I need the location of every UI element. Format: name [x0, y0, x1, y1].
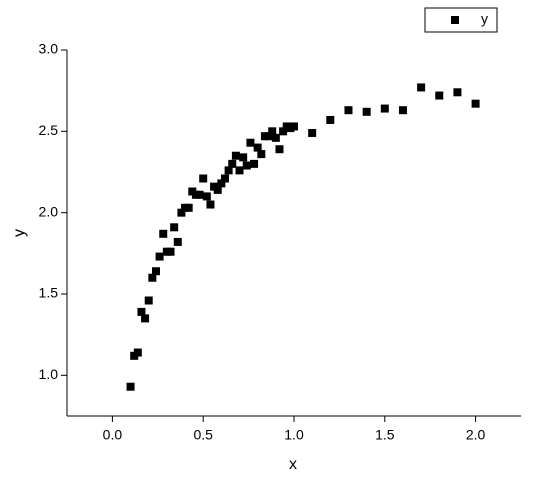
point: [159, 229, 168, 238]
point: [435, 91, 444, 100]
point: [217, 179, 226, 188]
point: [206, 200, 215, 209]
point: [290, 122, 298, 131]
point: [231, 151, 240, 160]
x-axis-title: x: [289, 456, 297, 473]
point: [253, 143, 262, 152]
legend-label: y: [481, 11, 488, 27]
point: [417, 83, 426, 92]
point: [239, 153, 248, 162]
legend-box: [424, 7, 498, 33]
point: [362, 107, 371, 116]
x-tick-label: 1.5: [375, 427, 395, 443]
y-tick-label: 2.0: [39, 203, 59, 219]
point: [141, 314, 150, 323]
point: [275, 145, 284, 154]
point: [380, 104, 389, 113]
point: [268, 127, 277, 136]
point: [279, 127, 288, 136]
point: [257, 150, 266, 159]
point: [155, 252, 164, 261]
point: [453, 88, 462, 97]
x-tick-label: 0.5: [193, 427, 213, 443]
point: [166, 247, 175, 256]
point: [220, 174, 229, 183]
point: [246, 138, 255, 147]
point: [170, 223, 179, 232]
x-tick-label: 0.0: [103, 427, 123, 443]
point: [398, 106, 407, 115]
point: [173, 237, 182, 246]
point: [133, 348, 142, 357]
y-tick-label: 3.0: [39, 41, 59, 57]
point: [137, 307, 146, 316]
point: [264, 132, 273, 141]
point: [224, 166, 233, 175]
point: [235, 166, 244, 175]
point: [195, 190, 204, 199]
point: [228, 159, 237, 168]
point: [202, 192, 211, 201]
point: [177, 208, 186, 217]
y-axis-title: y: [11, 229, 28, 237]
point: [250, 159, 259, 168]
point: [144, 296, 153, 305]
y-tick-label: 2.5: [39, 122, 59, 138]
point: [213, 185, 222, 194]
x-tick-label: 2.0: [466, 427, 486, 443]
point: [308, 128, 317, 137]
point: [242, 161, 251, 170]
point: [471, 99, 480, 108]
x-tick-label: 1.0: [284, 427, 304, 443]
legend-marker: [451, 16, 459, 24]
point: [271, 133, 280, 142]
point: [184, 203, 193, 212]
point: [199, 174, 208, 183]
point: [126, 382, 135, 391]
y-tick-label: 1.0: [39, 366, 59, 382]
y-tick-label: 1.5: [39, 285, 59, 301]
point: [344, 106, 353, 115]
point: [326, 115, 335, 124]
point: [151, 267, 160, 276]
point: [148, 273, 157, 282]
